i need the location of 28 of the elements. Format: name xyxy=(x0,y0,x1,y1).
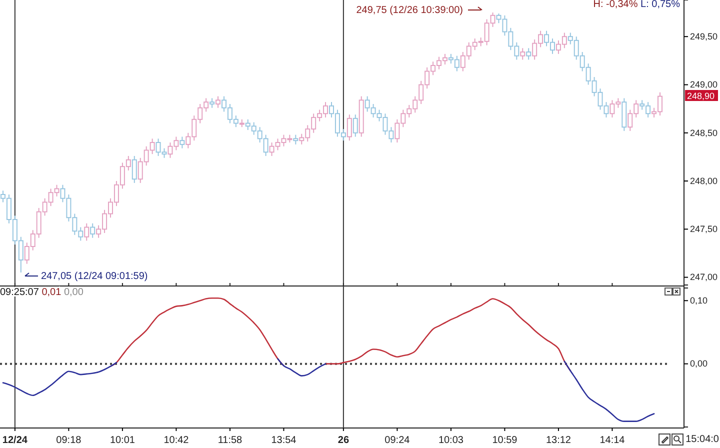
y-tick-label: 247,50 xyxy=(690,224,718,234)
x-tick-label: 10:59 xyxy=(492,435,518,446)
annotation: H: -0,34% xyxy=(593,0,638,10)
annotation: 0,00 xyxy=(61,287,84,298)
x-tick-label: 12/24 xyxy=(2,435,28,446)
y-tick-label: 0,10 xyxy=(690,296,708,306)
text: 248,90 xyxy=(687,91,715,101)
text: 15:04:0 xyxy=(686,434,720,445)
x-tick-label: 14:14 xyxy=(600,435,626,446)
x-tick-label: 09:18 xyxy=(56,435,82,446)
y-tick-label: 249,50 xyxy=(690,31,718,42)
y-tick-label: 248,50 xyxy=(690,128,718,138)
x-tick-label: 11:58 xyxy=(218,435,243,446)
y-tick-label: 249,00 xyxy=(690,80,718,90)
x-tick-label: 09:24 xyxy=(384,435,410,446)
y-tick-label: 247,00 xyxy=(690,272,718,282)
annotation: 249,75 (12/26 10:39:00) xyxy=(356,5,463,16)
annotation: 247,05 (12/24 09:01:59) xyxy=(41,271,148,282)
x-tick-label: 26 xyxy=(338,435,350,446)
y-tick-label: 0,00 xyxy=(690,358,708,369)
x-tick-label: 10:42 xyxy=(164,435,190,446)
annotation: 0,01 xyxy=(38,287,62,298)
x-tick-label: 13:12 xyxy=(546,435,572,446)
y-tick-label: 248,00 xyxy=(690,176,718,186)
x-tick-label: 10:01 xyxy=(110,435,136,446)
x-tick-label: 13:54 xyxy=(271,435,297,446)
x-tick-label: 10:03 xyxy=(438,435,464,446)
annotation: L: 0,75% xyxy=(638,0,680,10)
